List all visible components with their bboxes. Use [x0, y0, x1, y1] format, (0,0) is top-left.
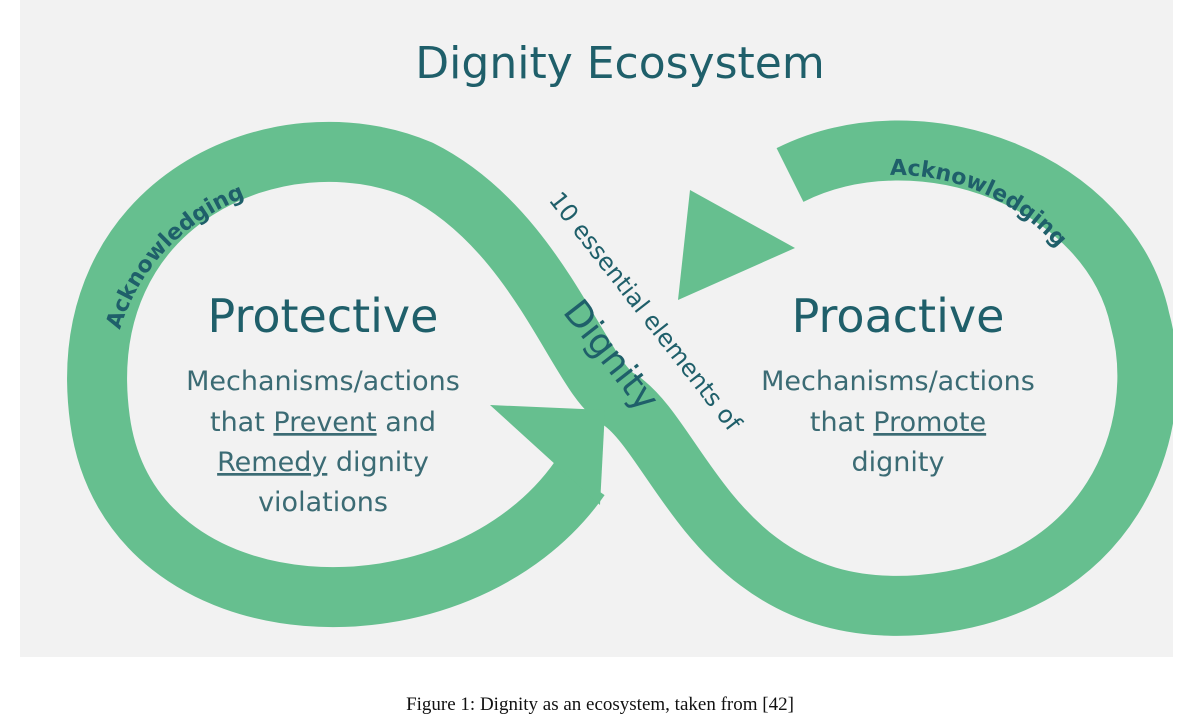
dignity-ecosystem-figure: Dignity Ecosystem Acknowledging Acknowle…: [20, 0, 1173, 657]
protective-heading: Protective: [208, 289, 439, 343]
proactive-heading: Proactive: [792, 289, 1005, 343]
figure-caption: Figure 1: Dignity as an ecosystem, taken…: [406, 694, 794, 715]
prevent-word: Prevent: [273, 407, 376, 438]
protective-line-3-post: dignity: [327, 447, 429, 478]
proactive-line-1: Mechanisms/actions: [761, 366, 1035, 397]
promote-word: Promote: [873, 407, 986, 438]
left-arrowhead: [490, 405, 605, 505]
infinity-loop-diagram: Dignity Ecosystem Acknowledging Acknowle…: [67, 38, 1173, 636]
protective-line-4: violations: [258, 487, 388, 518]
infinity-loop-band: [67, 120, 1173, 636]
proactive-line-2-pre: that: [810, 407, 873, 438]
protective-line-2: that Prevent and: [210, 407, 436, 438]
protective-line-3: Remedy dignity: [217, 447, 429, 478]
right-arrowhead: [678, 190, 795, 300]
proactive-line-3: dignity: [852, 447, 945, 478]
diagram-title: Dignity Ecosystem: [415, 38, 824, 89]
proactive-line-2: that Promote: [810, 407, 986, 438]
protective-line-2-pre: that: [210, 407, 273, 438]
remedy-word: Remedy: [217, 447, 327, 478]
protective-line-2-post: and: [377, 407, 436, 438]
protective-line-1: Mechanisms/actions: [186, 366, 460, 397]
